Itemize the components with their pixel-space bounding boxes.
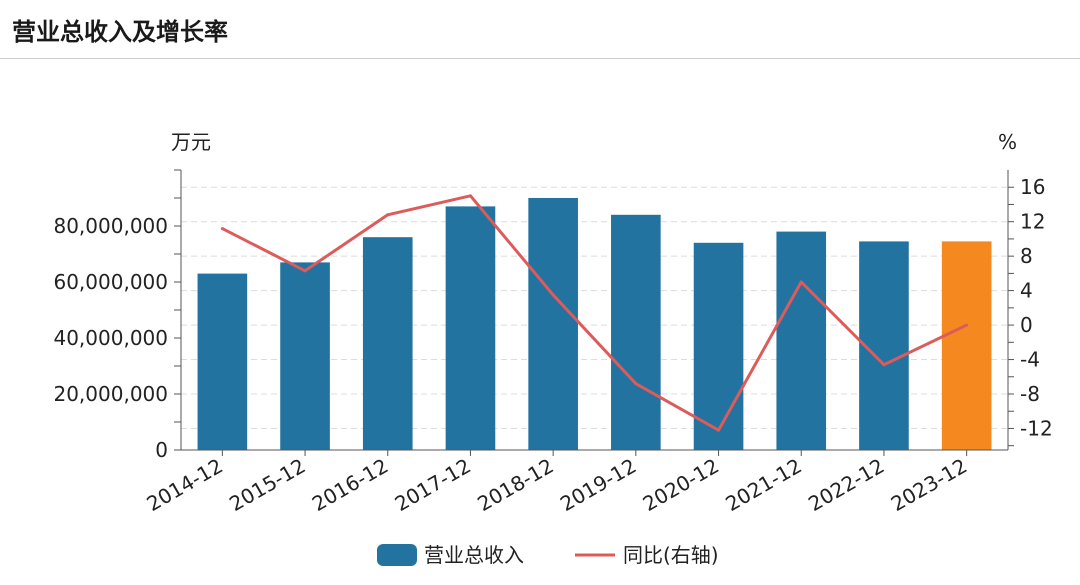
bar: [859, 241, 909, 450]
bar: [941, 241, 992, 450]
legend[interactable]: 营业总收入 同比(右轴): [377, 543, 719, 567]
right-tick-label: -8: [1020, 382, 1040, 406]
x-tick-label: 2022-12: [804, 454, 888, 517]
bar: [362, 237, 413, 450]
page-title: 营业总收入及增长率: [12, 18, 228, 46]
bar: [776, 231, 827, 450]
x-tick-label: 2019-12: [556, 454, 640, 517]
line-series: [220, 194, 969, 432]
right-tick-label: -12: [1020, 416, 1053, 440]
x-tick-label: 2014-12: [142, 454, 226, 517]
left-tick-label: 80,000,000: [53, 214, 168, 238]
bar: [611, 214, 661, 450]
line-point: [799, 280, 803, 284]
right-tick-label: 4: [1020, 279, 1033, 303]
bar: [197, 273, 248, 450]
bar: [445, 206, 496, 450]
right-tick-label: 0: [1020, 313, 1033, 337]
header-bar: 营业总收入及增长率: [0, 0, 1080, 59]
line-point: [634, 382, 638, 386]
bar-series: [197, 198, 992, 450]
x-tick-label: 2015-12: [225, 454, 309, 517]
x-tick-label: 2021-12: [721, 454, 805, 517]
right-tick-label: 8: [1020, 244, 1033, 268]
left-tick-label: 20,000,000: [53, 382, 168, 406]
x-tick-label: 2016-12: [308, 454, 392, 517]
right-tick-label: -4: [1020, 348, 1040, 372]
x-tick-label: 2020-12: [639, 454, 723, 517]
right-tick-label: 12: [1020, 210, 1045, 234]
bar: [280, 262, 330, 450]
line-point: [717, 428, 721, 432]
legend-bar-swatch: [377, 544, 417, 566]
line-point: [468, 194, 472, 198]
x-tick-label: 2018-12: [473, 454, 557, 517]
right-axis-unit: %: [998, 130, 1017, 154]
line-point: [303, 269, 307, 273]
line-point: [965, 323, 969, 327]
x-tick-label: 2017-12: [391, 454, 475, 517]
legend-line-label: 同比(右轴): [623, 543, 719, 567]
grid-lines: [181, 186, 1008, 429]
left-tick-label: 60,000,000: [53, 270, 168, 294]
left-tick-label: 40,000,000: [53, 326, 168, 350]
bar: [693, 242, 744, 450]
right-tick-label: 16: [1020, 175, 1045, 199]
line-point: [220, 227, 224, 231]
line-path: [221, 194, 968, 432]
x-tick-label: 2023-12: [887, 454, 971, 517]
bar: [528, 198, 578, 450]
line-point: [551, 293, 555, 297]
left-tick-label: 0: [155, 438, 168, 462]
line-point: [386, 213, 390, 217]
legend-bar-label: 营业总收入: [424, 543, 524, 567]
line-point: [882, 363, 886, 367]
left-axis-unit: 万元: [171, 130, 211, 154]
